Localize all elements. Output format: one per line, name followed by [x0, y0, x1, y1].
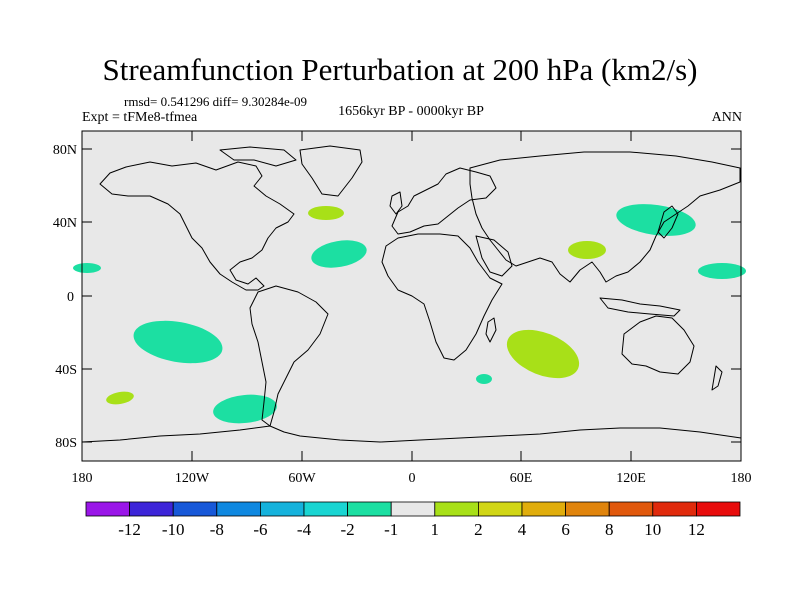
coast-antarctica	[81, 425, 742, 443]
anomaly-north-atlantic	[308, 206, 344, 220]
lon-label-60e: 60E	[510, 471, 533, 486]
coast-arabia	[475, 235, 513, 277]
colorbar-label: 4	[518, 520, 527, 539]
colorbar-label: 12	[688, 520, 705, 539]
coast-indonesia	[599, 297, 681, 317]
coast-australia	[621, 315, 695, 375]
coast-greenland	[299, 145, 363, 197]
coast-arctic-islands	[219, 146, 297, 167]
stats-line: rmsd= 0.541296 diff= 9.30284e-09	[124, 94, 308, 109]
anomaly-hawaii-edge	[73, 263, 101, 273]
lat-label-0: 0	[67, 290, 74, 305]
lat-labels: 80N 40N 0 40S 80S	[53, 143, 77, 451]
colorbar-label: -1	[384, 520, 398, 539]
colorbar-swatch	[434, 501, 479, 517]
anomaly-regions	[73, 204, 746, 424]
coastlines	[81, 145, 742, 443]
coast-europe	[391, 167, 497, 235]
lat-label-40s: 40S	[55, 363, 77, 378]
coast-north-america	[99, 161, 295, 291]
colorbar-label: -10	[162, 520, 185, 539]
colorbar: -12 -10 -8 -6 -4 -2 -1 1 2 4 6 8 10 12	[85, 501, 741, 539]
colorbar-label: -12	[118, 520, 141, 539]
colorbar-swatch	[565, 501, 610, 517]
anomaly-south-pacific	[133, 320, 223, 364]
colorbar-label: -8	[210, 520, 224, 539]
period-label: 1656kyr BP - 0000kyr BP	[338, 104, 484, 119]
coast-asia	[469, 151, 741, 283]
anomaly-dateline-pacific	[698, 263, 746, 279]
colorbar-swatch	[347, 501, 392, 517]
colorbar-swatch	[390, 501, 436, 517]
lat-label-40n: 40N	[53, 216, 77, 231]
figure-title: Streamfunction Perturbation at 200 hPa (…	[102, 52, 698, 87]
lat-label-80n: 80N	[53, 143, 77, 158]
anomaly-south-pacific-small	[106, 391, 134, 405]
coast-uk	[389, 191, 403, 215]
lat-label-80s: 80S	[55, 436, 77, 451]
experiment-label: Expt = tFMe8-tfmea	[82, 110, 198, 125]
lon-label-180w: 180	[72, 471, 93, 486]
colorbar-label: 1	[431, 520, 440, 539]
colorbar-label: -4	[297, 520, 312, 539]
anomaly-southeast-pacific	[213, 394, 277, 424]
lon-label-60w: 60W	[288, 471, 316, 486]
lon-label-180e: 180	[731, 471, 752, 486]
coast-new-zealand	[711, 365, 723, 391]
colorbar-label: 2	[474, 520, 483, 539]
anomaly-south-indian-small	[476, 374, 492, 384]
colorbar-label: -2	[341, 520, 355, 539]
colorbar-swatch	[85, 501, 130, 517]
anomaly-southwest-indian	[506, 329, 580, 379]
colorbar-swatch	[172, 501, 218, 517]
lon-label-0: 0	[409, 471, 416, 486]
lon-labels: 180 120W 60W 0 60E 120E 180	[72, 471, 752, 486]
lon-label-120e: 120E	[616, 471, 646, 486]
colorbar-swatch	[696, 501, 741, 517]
coast-africa	[381, 233, 503, 361]
colorbar-label: 10	[644, 520, 661, 539]
colorbar-label: 6	[561, 520, 570, 539]
colorbar-swatch	[129, 501, 174, 517]
lat-ticks	[82, 148, 741, 443]
lon-label-120w: 120W	[175, 471, 210, 486]
colorbar-swatch	[608, 501, 654, 517]
colorbar-swatch	[477, 501, 523, 517]
colorbar-swatch	[303, 501, 348, 517]
anomaly-northwest-pacific	[616, 204, 696, 236]
coast-south-america	[249, 285, 329, 427]
lon-ticks	[81, 131, 742, 461]
colorbar-swatch	[259, 501, 305, 517]
colorbar-label: 8	[605, 520, 614, 539]
coast-japan	[657, 205, 679, 239]
colorbar-swatch	[216, 501, 261, 517]
colorbar-swatch	[652, 501, 697, 517]
coast-madagascar	[485, 317, 497, 343]
season-label: ANN	[711, 110, 742, 125]
colorbar-label: -6	[253, 520, 267, 539]
anomaly-tibet	[568, 241, 606, 259]
anomaly-central-atlantic	[311, 240, 367, 268]
colorbar-swatch	[521, 501, 566, 517]
